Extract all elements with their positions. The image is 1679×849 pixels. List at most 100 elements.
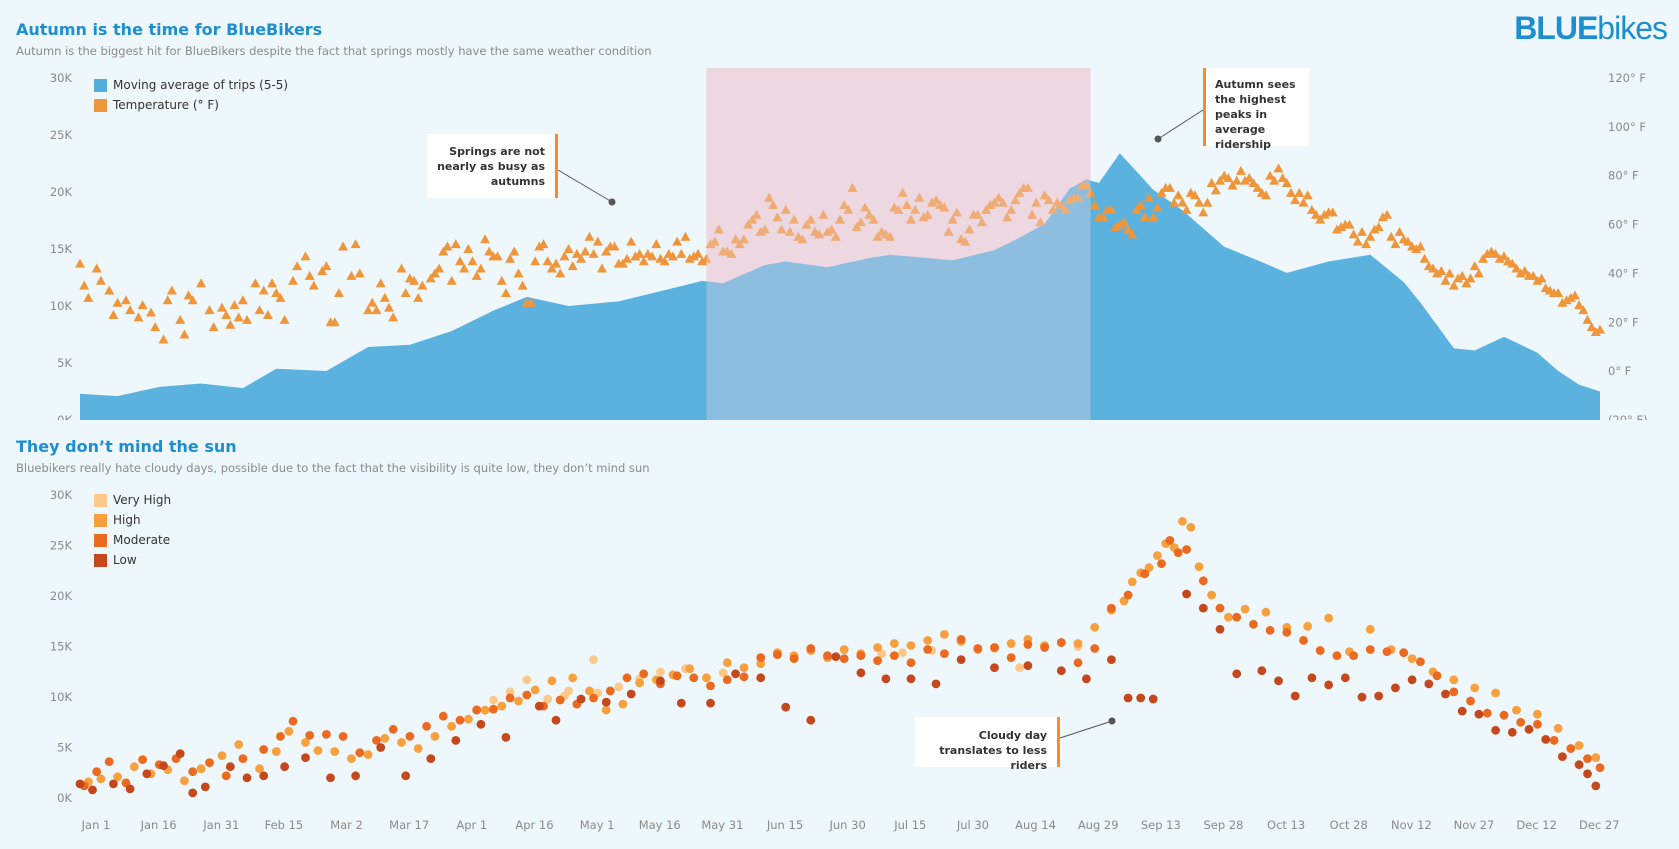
legend-item-very-high[interactable]: Very High (94, 490, 171, 510)
legend-item-moderate[interactable]: Moderate (94, 530, 171, 550)
temperature-point (467, 256, 478, 266)
uv-point (1157, 559, 1166, 569)
y-tick: 20K (50, 589, 73, 603)
uv-point (923, 636, 933, 645)
uv-point (1023, 640, 1033, 649)
x-tick: Jun 30 (829, 818, 866, 832)
temperature-point (417, 280, 428, 290)
uv-point (635, 678, 644, 688)
temperature-point (1302, 190, 1313, 200)
x-tick: Mar 2 (330, 818, 363, 832)
uv-point (1549, 736, 1559, 745)
temperature-point (1056, 200, 1067, 210)
uv-point (1553, 723, 1563, 733)
uv-point (330, 747, 340, 756)
uv-point (109, 779, 118, 789)
legend-item-low[interactable]: Low (94, 550, 171, 570)
uv-point (1232, 669, 1242, 679)
temperature-point (546, 263, 557, 273)
x-tick: Jan 31 (202, 818, 239, 832)
uv-point (1198, 603, 1208, 613)
temperature-point (1361, 239, 1372, 249)
uv-point (1507, 727, 1517, 737)
temperature-point (1223, 173, 1234, 183)
temperature-point (279, 314, 290, 324)
uv-point (1340, 673, 1350, 683)
temperature-point (1595, 324, 1605, 334)
temperature-point (367, 297, 378, 307)
x-tick: Sep 13 (1141, 818, 1181, 832)
uv-point (906, 674, 916, 684)
uv-point (472, 705, 482, 715)
y-right-tick: 60° F (1608, 218, 1639, 232)
temperature-point (455, 256, 465, 266)
legend-item-trips[interactable]: Moving average of trips (5-5) (94, 75, 288, 95)
temperature-point (647, 251, 658, 261)
uv-point (1040, 643, 1049, 652)
temperature-point (1252, 182, 1263, 192)
temperature-point (95, 275, 106, 285)
uv-point (104, 757, 114, 766)
temperature-point (609, 241, 620, 251)
uv-point (1274, 676, 1283, 686)
uv-point (601, 697, 611, 707)
temperature-point (1027, 209, 1038, 219)
temperature-point (475, 263, 486, 273)
uv-point (430, 732, 440, 741)
temperature-point (972, 209, 983, 219)
temperature-point (463, 244, 474, 253)
temperature-point (926, 197, 937, 207)
uv-point (1449, 675, 1459, 685)
temperature-point (187, 295, 198, 305)
temperature-point (233, 312, 244, 322)
uv-point (125, 784, 135, 794)
temperature-point (400, 287, 411, 297)
temperature-point (584, 231, 595, 241)
temperature-point (429, 268, 440, 278)
temperature-point (1306, 204, 1317, 214)
temperature-point (860, 202, 871, 212)
temperature-point (237, 295, 248, 305)
temperature-point (743, 219, 754, 229)
x-tick: May 1 (580, 818, 615, 832)
x-tick: Dec 27 (1579, 818, 1620, 832)
uv-point (756, 659, 766, 669)
temperature-point (981, 204, 992, 214)
legend-item-temperature[interactable]: Temperature (° F) (94, 95, 288, 115)
uv-point (806, 644, 816, 653)
temperature-point (1553, 287, 1564, 297)
temperature-point (559, 251, 570, 261)
temperature-point (304, 270, 315, 280)
temperature-point (576, 253, 587, 263)
temperature-point (1469, 261, 1480, 271)
temperature-point (847, 182, 858, 192)
temperature-point (1315, 214, 1326, 224)
temperature-point (350, 239, 361, 249)
temperature-point (989, 197, 1000, 207)
temperature-point (1532, 275, 1543, 285)
temperature-point (709, 236, 720, 246)
temperature-point (985, 200, 996, 210)
uv-point (259, 771, 269, 781)
temperature-point (910, 204, 921, 214)
temperature-point (1440, 275, 1451, 285)
uv-point (284, 726, 294, 736)
temperature-point (713, 224, 724, 234)
temperature-point (1515, 268, 1526, 278)
temperature-point (960, 236, 971, 246)
temperature-point (1436, 265, 1447, 275)
uv-point (1315, 646, 1325, 655)
uv-point (1194, 562, 1204, 572)
temperature-point (630, 251, 641, 261)
temperature-point (789, 214, 800, 224)
trips-area (80, 153, 1600, 420)
temperature-point (1177, 197, 1188, 207)
temperature-point (333, 287, 344, 297)
temperature-point (1478, 253, 1489, 263)
temperature-point (676, 248, 687, 258)
temperature-point (225, 319, 236, 329)
legend-item-high[interactable]: High (94, 510, 171, 530)
temperature-point (434, 263, 445, 273)
temperature-point (1273, 163, 1284, 173)
temperature-point (442, 241, 453, 251)
